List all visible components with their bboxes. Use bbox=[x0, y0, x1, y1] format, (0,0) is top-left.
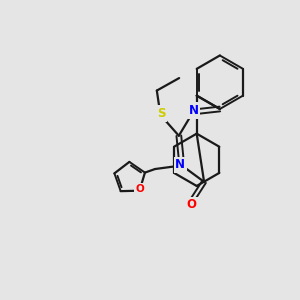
Text: O: O bbox=[186, 199, 196, 212]
Text: S: S bbox=[157, 107, 165, 120]
Text: O: O bbox=[135, 184, 144, 194]
Text: N: N bbox=[189, 104, 199, 117]
Text: N: N bbox=[175, 158, 185, 171]
